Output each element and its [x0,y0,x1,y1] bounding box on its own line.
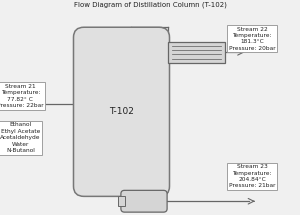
Text: T-102: T-102 [109,107,134,116]
FancyBboxPatch shape [74,27,170,196]
Text: Flow Diagram of Distillation Column (T-102): Flow Diagram of Distillation Column (T-1… [74,1,226,8]
FancyBboxPatch shape [121,190,167,212]
Bar [118,196,124,206]
Text: Stream 22
Temperature:
181.3°C
Pressure: 20bar: Stream 22 Temperature: 181.3°C Pressure:… [229,27,275,51]
Text: Stream 21
Temperature:
77.82° C
Pressure: 22bar: Stream 21 Temperature: 77.82° C Pressure… [0,84,44,108]
Text: Stream 23
Temperature:
204.84°C
Pressure: 21bar: Stream 23 Temperature: 204.84°C Pressure… [229,164,275,188]
Text: Ethanol
Ethyl Acetate
Acetaldehyde
Water
N-Butanol: Ethanol Ethyl Acetate Acetaldehyde Water… [0,122,41,153]
Bar [168,41,225,63]
